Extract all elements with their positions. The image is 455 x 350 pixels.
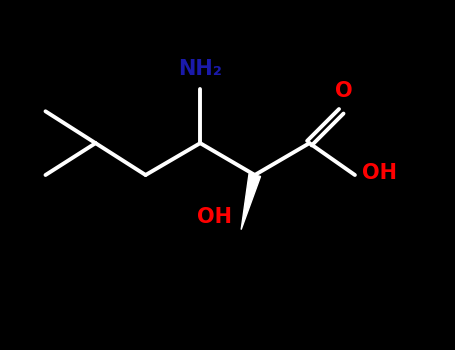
Text: NH₂: NH₂ [178, 58, 222, 78]
Polygon shape [241, 174, 261, 230]
Text: OH: OH [197, 207, 232, 228]
Text: O: O [335, 81, 352, 101]
Text: OH: OH [362, 163, 397, 183]
